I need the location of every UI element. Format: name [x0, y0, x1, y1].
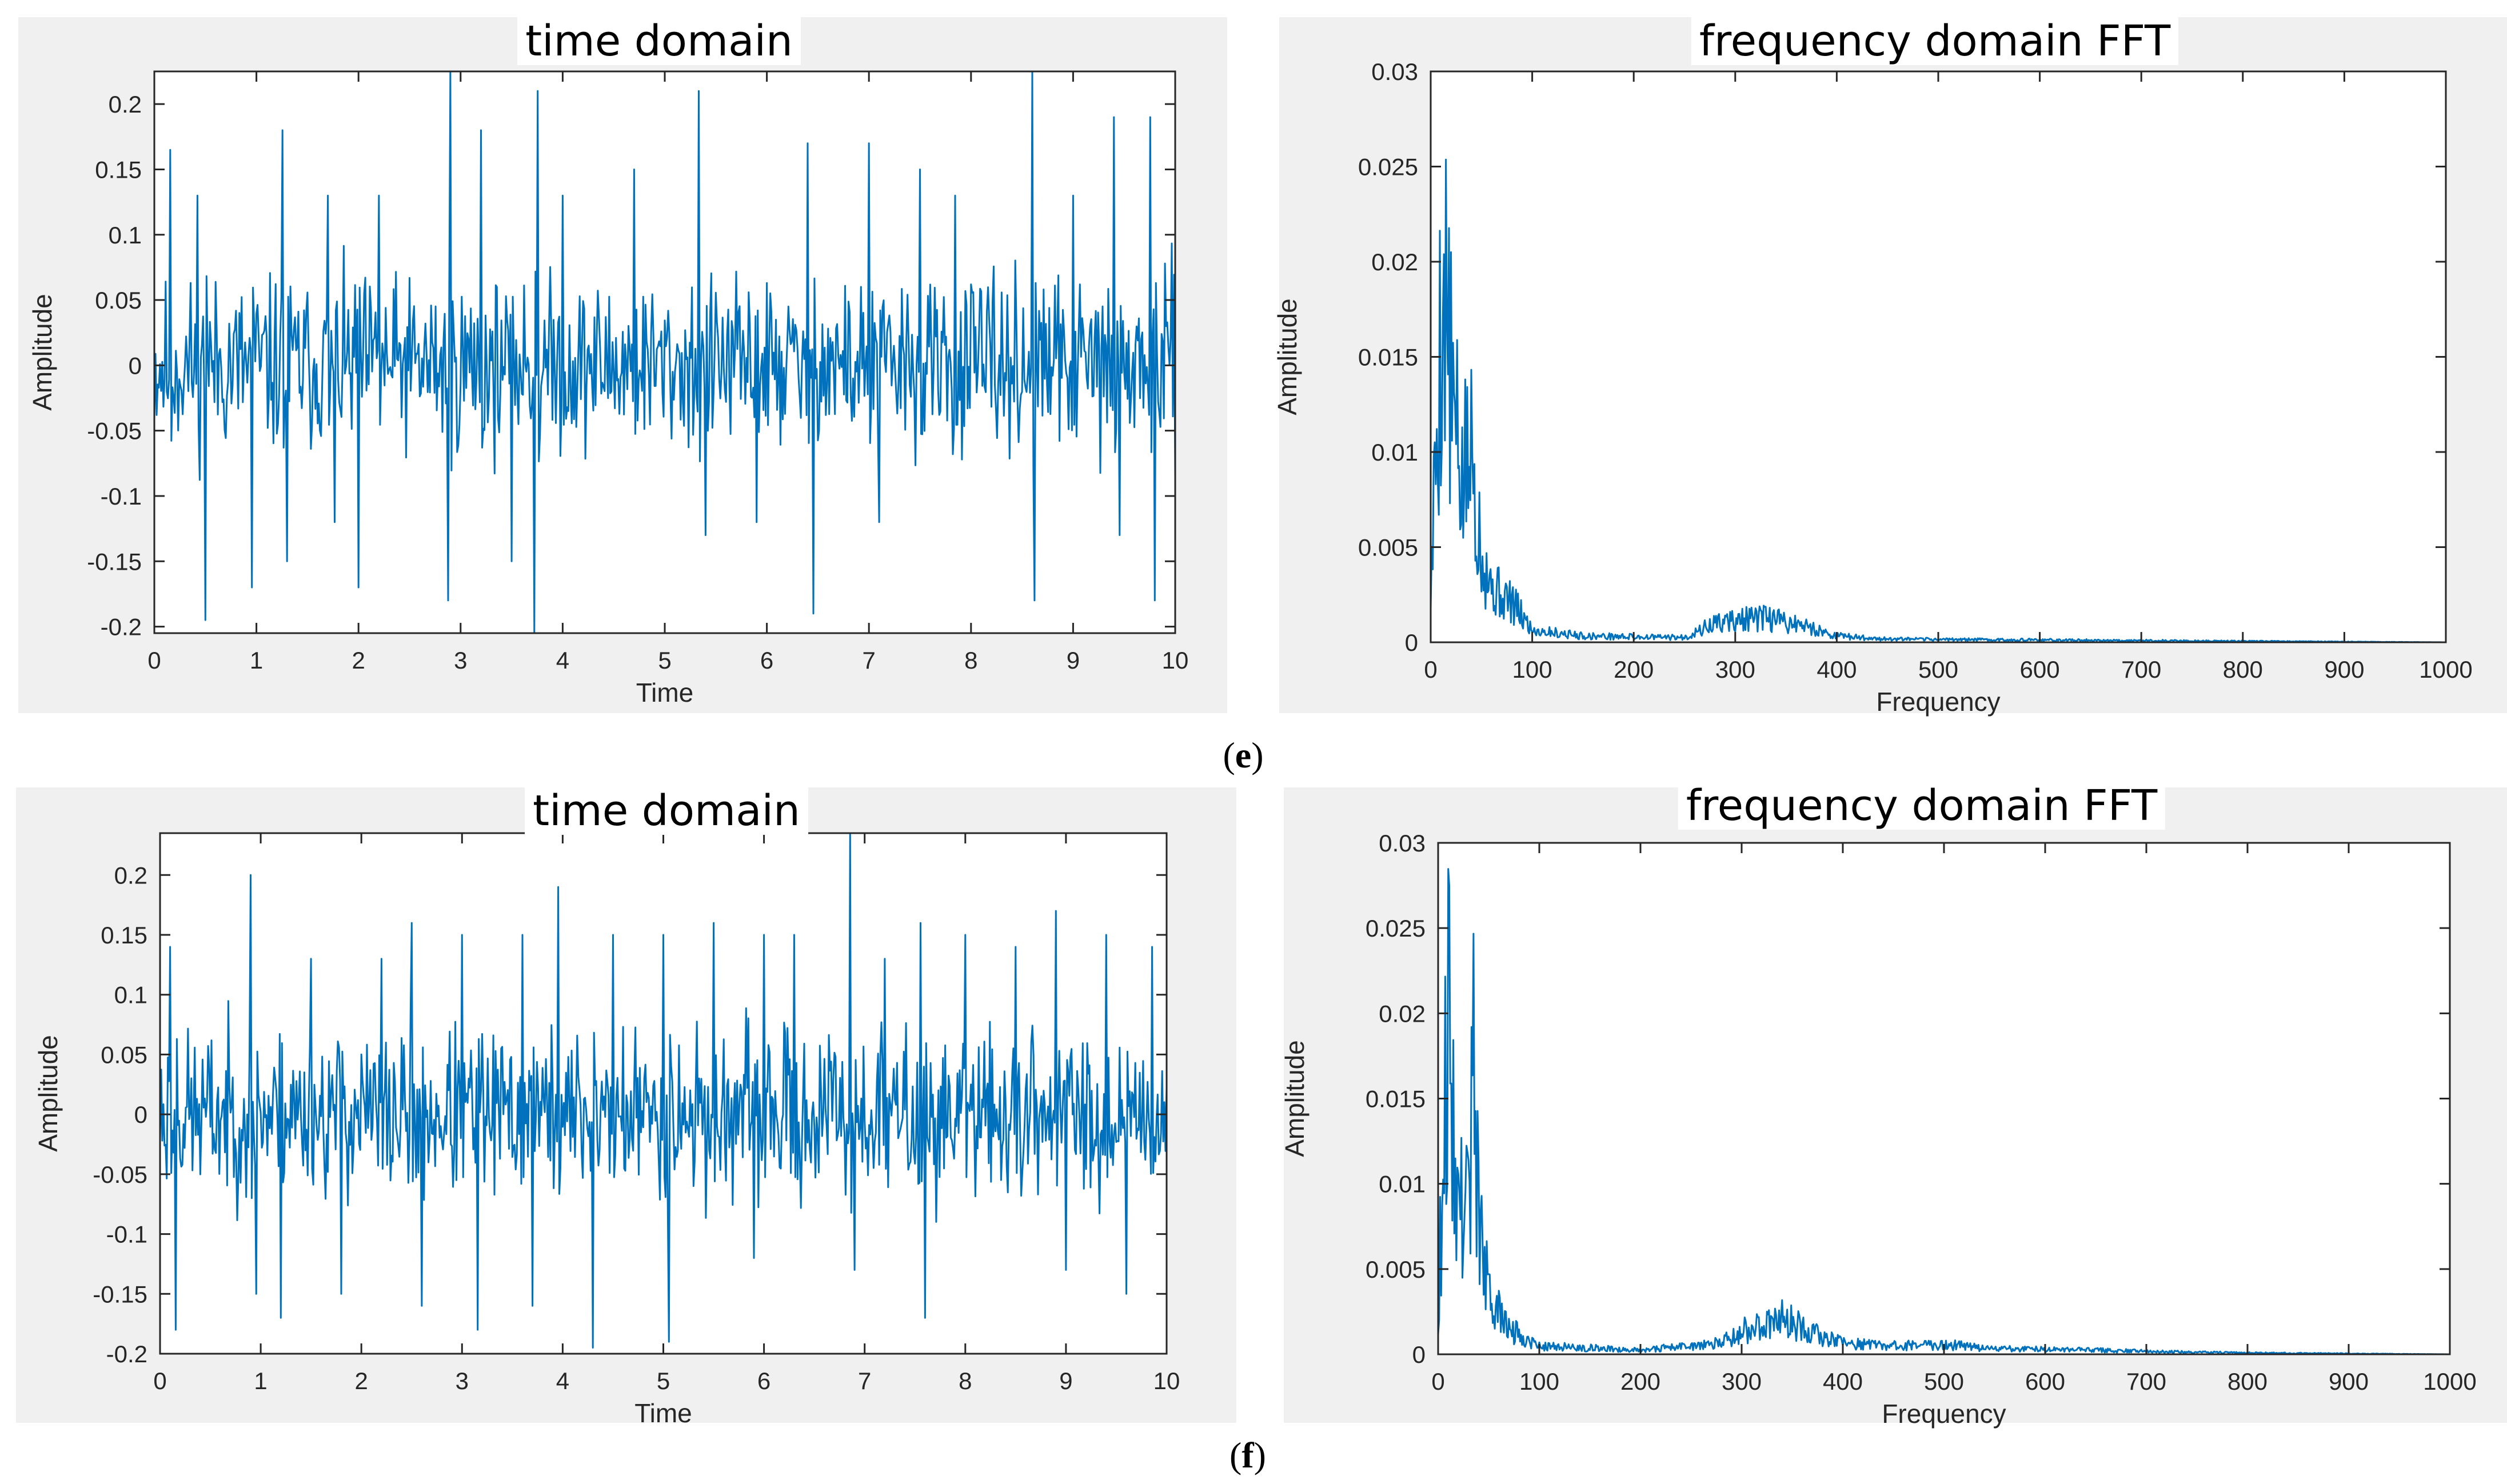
- chart-panel-f-time: [16, 787, 1236, 1423]
- chart-panel-e-fft: [1279, 17, 2507, 713]
- caption-letter: e: [1235, 735, 1252, 775]
- chart-title: frequency domain FFT: [1691, 17, 2179, 65]
- caption-letter: f: [1241, 1435, 1254, 1475]
- chart-title: time domain: [517, 17, 801, 65]
- chart-title: time domain: [525, 787, 808, 835]
- caption-close: ): [1251, 735, 1264, 775]
- chart-panel-e-time: [18, 17, 1227, 713]
- figure-caption-e: (e): [1223, 734, 1263, 777]
- caption-open: (: [1229, 1435, 1242, 1475]
- caption-close: ): [1254, 1435, 1266, 1475]
- figure-caption-f: (f): [1229, 1434, 1266, 1477]
- caption-open: (: [1223, 735, 1235, 775]
- chart-panel-f-fft: [1284, 787, 2507, 1423]
- chart-title: frequency domain FFT: [1678, 782, 2166, 830]
